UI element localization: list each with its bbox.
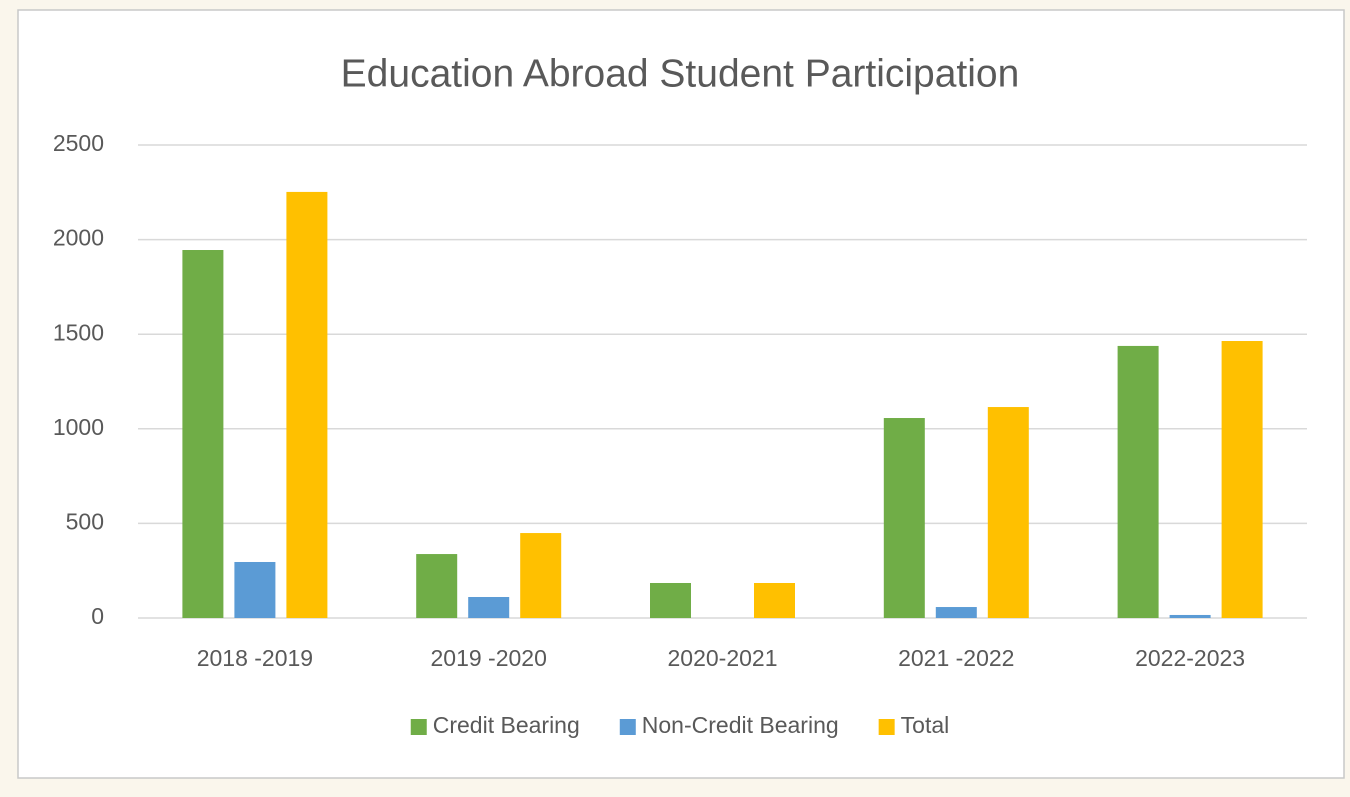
bar [520,533,562,618]
legend-swatch [619,719,636,735]
x-tick-label: 2021 -2022 [898,645,1014,671]
legend-swatch [410,719,427,735]
legend-label: Non-Credit Bearing [642,712,839,738]
y-tick-label: 2500 [53,130,104,156]
x-tick-label: 2019 -2020 [431,645,547,671]
y-tick-label: 0 [91,603,104,629]
x-tick-label: 2020-2021 [668,645,778,671]
y-tick-label: 500 [66,508,104,534]
bar [883,418,925,618]
bar [286,191,328,618]
bar [1117,345,1159,618]
bar [234,561,276,618]
bar [468,596,510,618]
bar [935,607,977,618]
x-tick-label: 2022-2023 [1135,645,1245,671]
legend-swatch [878,719,895,735]
y-tick-label: 2000 [53,225,104,251]
bar [987,407,1029,618]
legend-label: Total [901,712,950,738]
bar [416,554,458,618]
bar [650,582,691,618]
legend-label: Credit Bearing [433,712,580,738]
x-tick-label: 2018 -2019 [197,645,313,671]
bar [1169,614,1211,618]
bar [1221,341,1263,618]
y-tick-label: 1500 [53,319,104,345]
y-tick-label: 1000 [53,414,104,440]
bar [182,250,224,619]
chart-title: Education Abroad Student Participation [341,52,1020,95]
bar [754,582,795,618]
